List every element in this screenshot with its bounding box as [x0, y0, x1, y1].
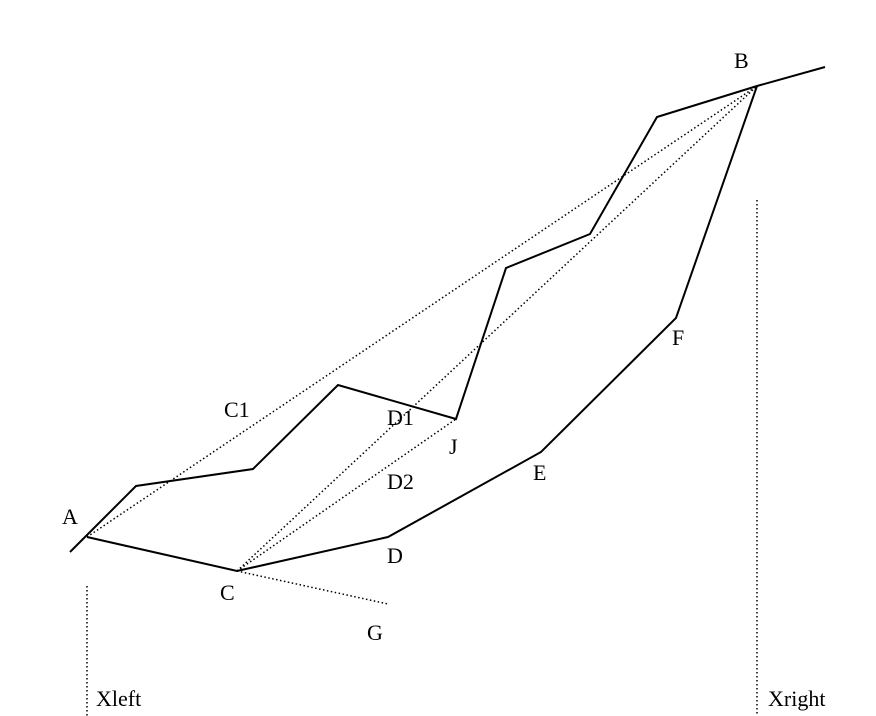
label-E: E: [533, 460, 546, 485]
label-G: G: [367, 620, 383, 645]
label-B: B: [734, 48, 749, 73]
label-D: D: [387, 543, 403, 568]
label-xleft: Xleft: [96, 686, 141, 711]
label-xright: Xright: [768, 686, 825, 711]
extension-C-G: [236, 570, 389, 605]
label-J: J: [449, 434, 458, 459]
chord-C-J: [236, 418, 457, 572]
slip-surface-line: [86, 85, 758, 573]
label-C: C: [220, 580, 235, 605]
label-D2: D2: [387, 469, 414, 494]
label-F: F: [672, 325, 684, 350]
label-D1: D1: [387, 405, 414, 430]
ground-surface-line: [69, 66, 826, 553]
label-C1: C1: [224, 397, 250, 422]
label-A: A: [62, 504, 78, 529]
chord-C-B: [236, 85, 758, 572]
chord-A-B: [86, 85, 758, 538]
